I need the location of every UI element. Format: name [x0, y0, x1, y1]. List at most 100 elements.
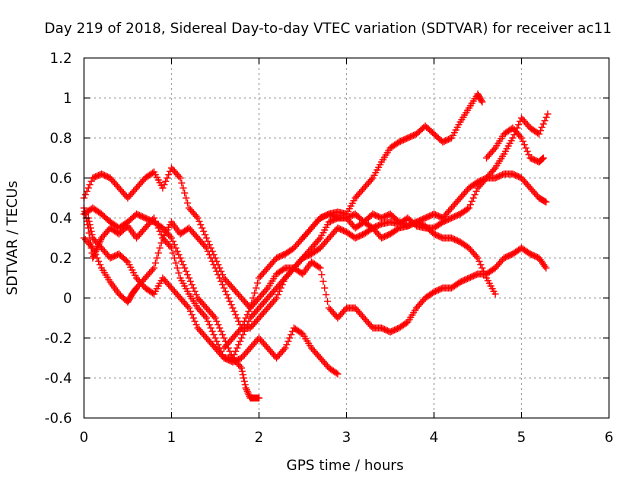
- data-point: [179, 184, 187, 192]
- data-point: [91, 249, 99, 257]
- data-point: [151, 259, 159, 267]
- data-point: [464, 205, 472, 213]
- data-point: [478, 264, 486, 272]
- data-point: [509, 134, 517, 142]
- data-point: [213, 317, 221, 325]
- data-point: [172, 259, 180, 267]
- data-point: [178, 257, 186, 265]
- data-point: [87, 224, 95, 232]
- data-point: [188, 281, 196, 289]
- data-point: [170, 241, 178, 249]
- data-point: [178, 179, 186, 187]
- data-point: [122, 257, 130, 265]
- data-point: [466, 201, 474, 209]
- data-point: [235, 317, 243, 325]
- x-tick-label: 5: [517, 430, 526, 446]
- data-point: [89, 244, 97, 252]
- data-point: [210, 331, 218, 339]
- data-point: [175, 251, 183, 259]
- data-point: [92, 251, 100, 259]
- data-point: [87, 227, 95, 235]
- data-point: [185, 304, 193, 312]
- data-point: [221, 287, 229, 295]
- data-point: [203, 234, 210, 242]
- data-point: [87, 242, 95, 250]
- data-point: [244, 389, 252, 397]
- x-tick-label: 4: [430, 430, 439, 446]
- data-point: [173, 264, 181, 272]
- data-point: [166, 242, 174, 250]
- data-point: [481, 271, 489, 279]
- series-track-1: [80, 90, 486, 312]
- data-point: [184, 302, 192, 310]
- data-point: [318, 271, 326, 279]
- data-point: [230, 351, 238, 359]
- data-point: [204, 317, 212, 325]
- data-point: [332, 369, 340, 377]
- data-point: [367, 176, 375, 184]
- data-point: [468, 197, 476, 205]
- data-point: [233, 314, 241, 322]
- data-point: [535, 130, 543, 138]
- data-point: [472, 252, 480, 260]
- data-point: [149, 266, 157, 274]
- data-point: [469, 194, 477, 202]
- data-point: [233, 344, 241, 352]
- data-point: [220, 284, 228, 292]
- data-point: [491, 290, 499, 298]
- data-point: [200, 227, 208, 235]
- data-point: [229, 304, 237, 312]
- data-point: [322, 291, 330, 299]
- data-point: [230, 307, 238, 315]
- data-point: [150, 264, 158, 272]
- data-point: [236, 326, 244, 334]
- data-point: [238, 334, 245, 342]
- series-track-2: [80, 204, 342, 378]
- data-point: [216, 274, 224, 282]
- data-point: [211, 334, 219, 342]
- data-point: [236, 362, 244, 370]
- data-point: [239, 321, 247, 329]
- data-point: [192, 212, 200, 220]
- data-point: [227, 301, 235, 309]
- data-point: [189, 314, 197, 322]
- data-point: [315, 263, 323, 271]
- x-tick-label: 3: [342, 430, 351, 446]
- y-tick-label: -0.2: [45, 331, 72, 347]
- data-point: [280, 346, 288, 354]
- data-point: [219, 331, 227, 339]
- data-point: [192, 291, 200, 299]
- data-point: [201, 242, 209, 250]
- data-point: [184, 271, 192, 279]
- data-point: [203, 314, 210, 322]
- data-point: [281, 344, 289, 352]
- data-point: [242, 314, 250, 322]
- data-point: [154, 249, 162, 257]
- data-point: [542, 264, 550, 272]
- data-point: [88, 231, 96, 239]
- data-point: [84, 184, 92, 192]
- data-point: [189, 284, 197, 292]
- data-point: [214, 321, 222, 329]
- data-point: [90, 247, 98, 255]
- series-track-3: [80, 204, 263, 402]
- data-point: [239, 371, 247, 379]
- data-point: [163, 174, 171, 182]
- axis-ticks: 0 1 2 3 4 5 6 -0.6 -0.4 -0.2 0 0.2 0.4 0.6 0.8 1 1.2: [45, 51, 614, 446]
- data-point: [232, 311, 240, 319]
- data-point: [518, 134, 525, 142]
- data-point: [471, 191, 479, 199]
- data-point: [539, 155, 547, 163]
- series-track-8: [483, 124, 547, 166]
- data-point: [536, 127, 544, 135]
- series-track-5: [84, 110, 552, 362]
- data-point: [226, 297, 234, 305]
- data-point: [208, 257, 216, 265]
- data-point: [194, 214, 202, 222]
- x-tick-label: 6: [605, 430, 614, 446]
- data-point: [198, 224, 206, 232]
- y-tick-label: 0.6: [50, 171, 72, 187]
- data-point: [176, 174, 184, 182]
- data-point: [172, 244, 180, 252]
- data-point: [204, 247, 212, 255]
